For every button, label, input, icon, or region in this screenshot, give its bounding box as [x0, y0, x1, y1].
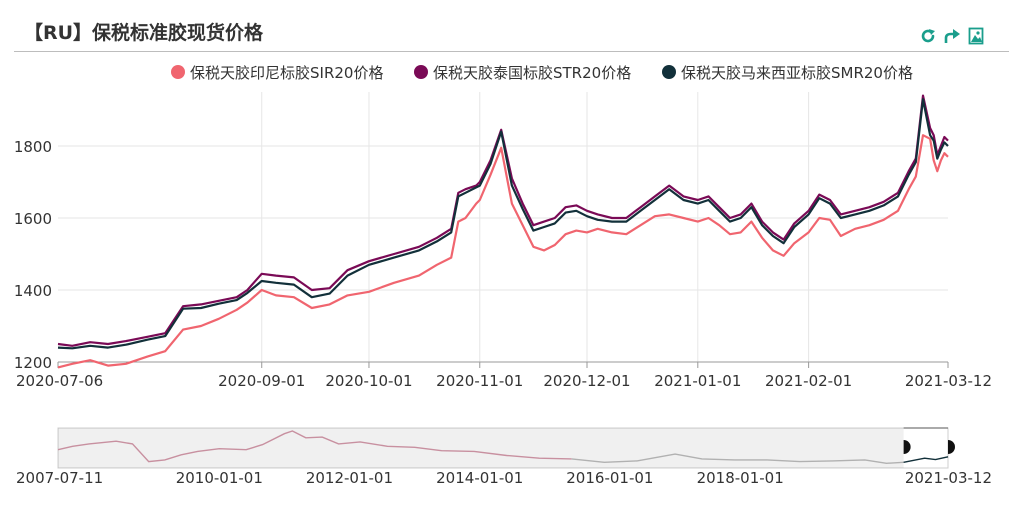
series-line-3	[57, 98, 949, 350]
navigator-tick-label: 2018-01-01	[697, 469, 784, 487]
navigator-tick-label: 2007-07-11	[16, 469, 103, 487]
navigator-tick-label: 2021-03-12	[905, 469, 992, 487]
x-tick-label: 2021-01-01	[654, 372, 741, 390]
y-tick-label: 1600	[14, 210, 52, 228]
series-line-2	[57, 94, 949, 347]
x-tick-label: 2020-12-01	[543, 372, 630, 390]
share-icon[interactable]	[942, 26, 962, 46]
navigator-tick-label: 2016-01-01	[566, 469, 653, 487]
navigator-tick-label: 2012-01-01	[306, 469, 393, 487]
x-tick-label: 2021-03-12	[905, 372, 992, 390]
legend-label-1[interactable]: 保税天胶印尼标胶SIR20价格	[190, 64, 383, 82]
y-tick-label: 1400	[14, 282, 52, 300]
navigator-history-line-late	[571, 453, 904, 465]
series-line-1	[57, 134, 949, 369]
legend-label-3[interactable]: 保税天胶马来西亚标胶SMR20价格	[681, 64, 913, 82]
x-tick-label: 2021-02-01	[765, 372, 852, 390]
legend-marker-2[interactable]	[414, 65, 428, 79]
header-divider	[14, 51, 1009, 52]
navigator-handle-left[interactable]	[903, 440, 911, 454]
x-tick-label: 2020-11-01	[436, 372, 523, 390]
navigator-handle-right[interactable]	[948, 440, 955, 454]
y-tick-label: 1200	[14, 354, 52, 372]
x-tick-label: 2020-07-06	[16, 372, 103, 390]
y-tick-label: 1800	[14, 138, 52, 156]
chart-header: 【RU】保税标准胶现货价格	[0, 0, 1023, 52]
navigator-selected-line	[903, 456, 949, 463]
legend-marker-3[interactable]	[662, 65, 676, 79]
save-image-icon[interactable]	[966, 26, 986, 46]
x-tick-label: 2020-09-01	[218, 372, 305, 390]
navigator-tick-label: 2014-01-01	[436, 469, 523, 487]
legend-marker-1[interactable]	[171, 65, 185, 79]
refresh-icon[interactable]	[918, 26, 938, 46]
legend-label-2[interactable]: 保税天胶泰国标胶STR20价格	[433, 64, 631, 82]
navigator-history-line-early	[57, 430, 572, 463]
chart-toolbar	[918, 26, 986, 46]
x-tick-label: 2020-10-01	[325, 372, 412, 390]
navigator-unselected-mask	[58, 428, 904, 468]
chart-title: 【RU】保税标准胶现货价格	[24, 22, 264, 44]
navigator-tick-label: 2010-01-01	[176, 469, 263, 487]
